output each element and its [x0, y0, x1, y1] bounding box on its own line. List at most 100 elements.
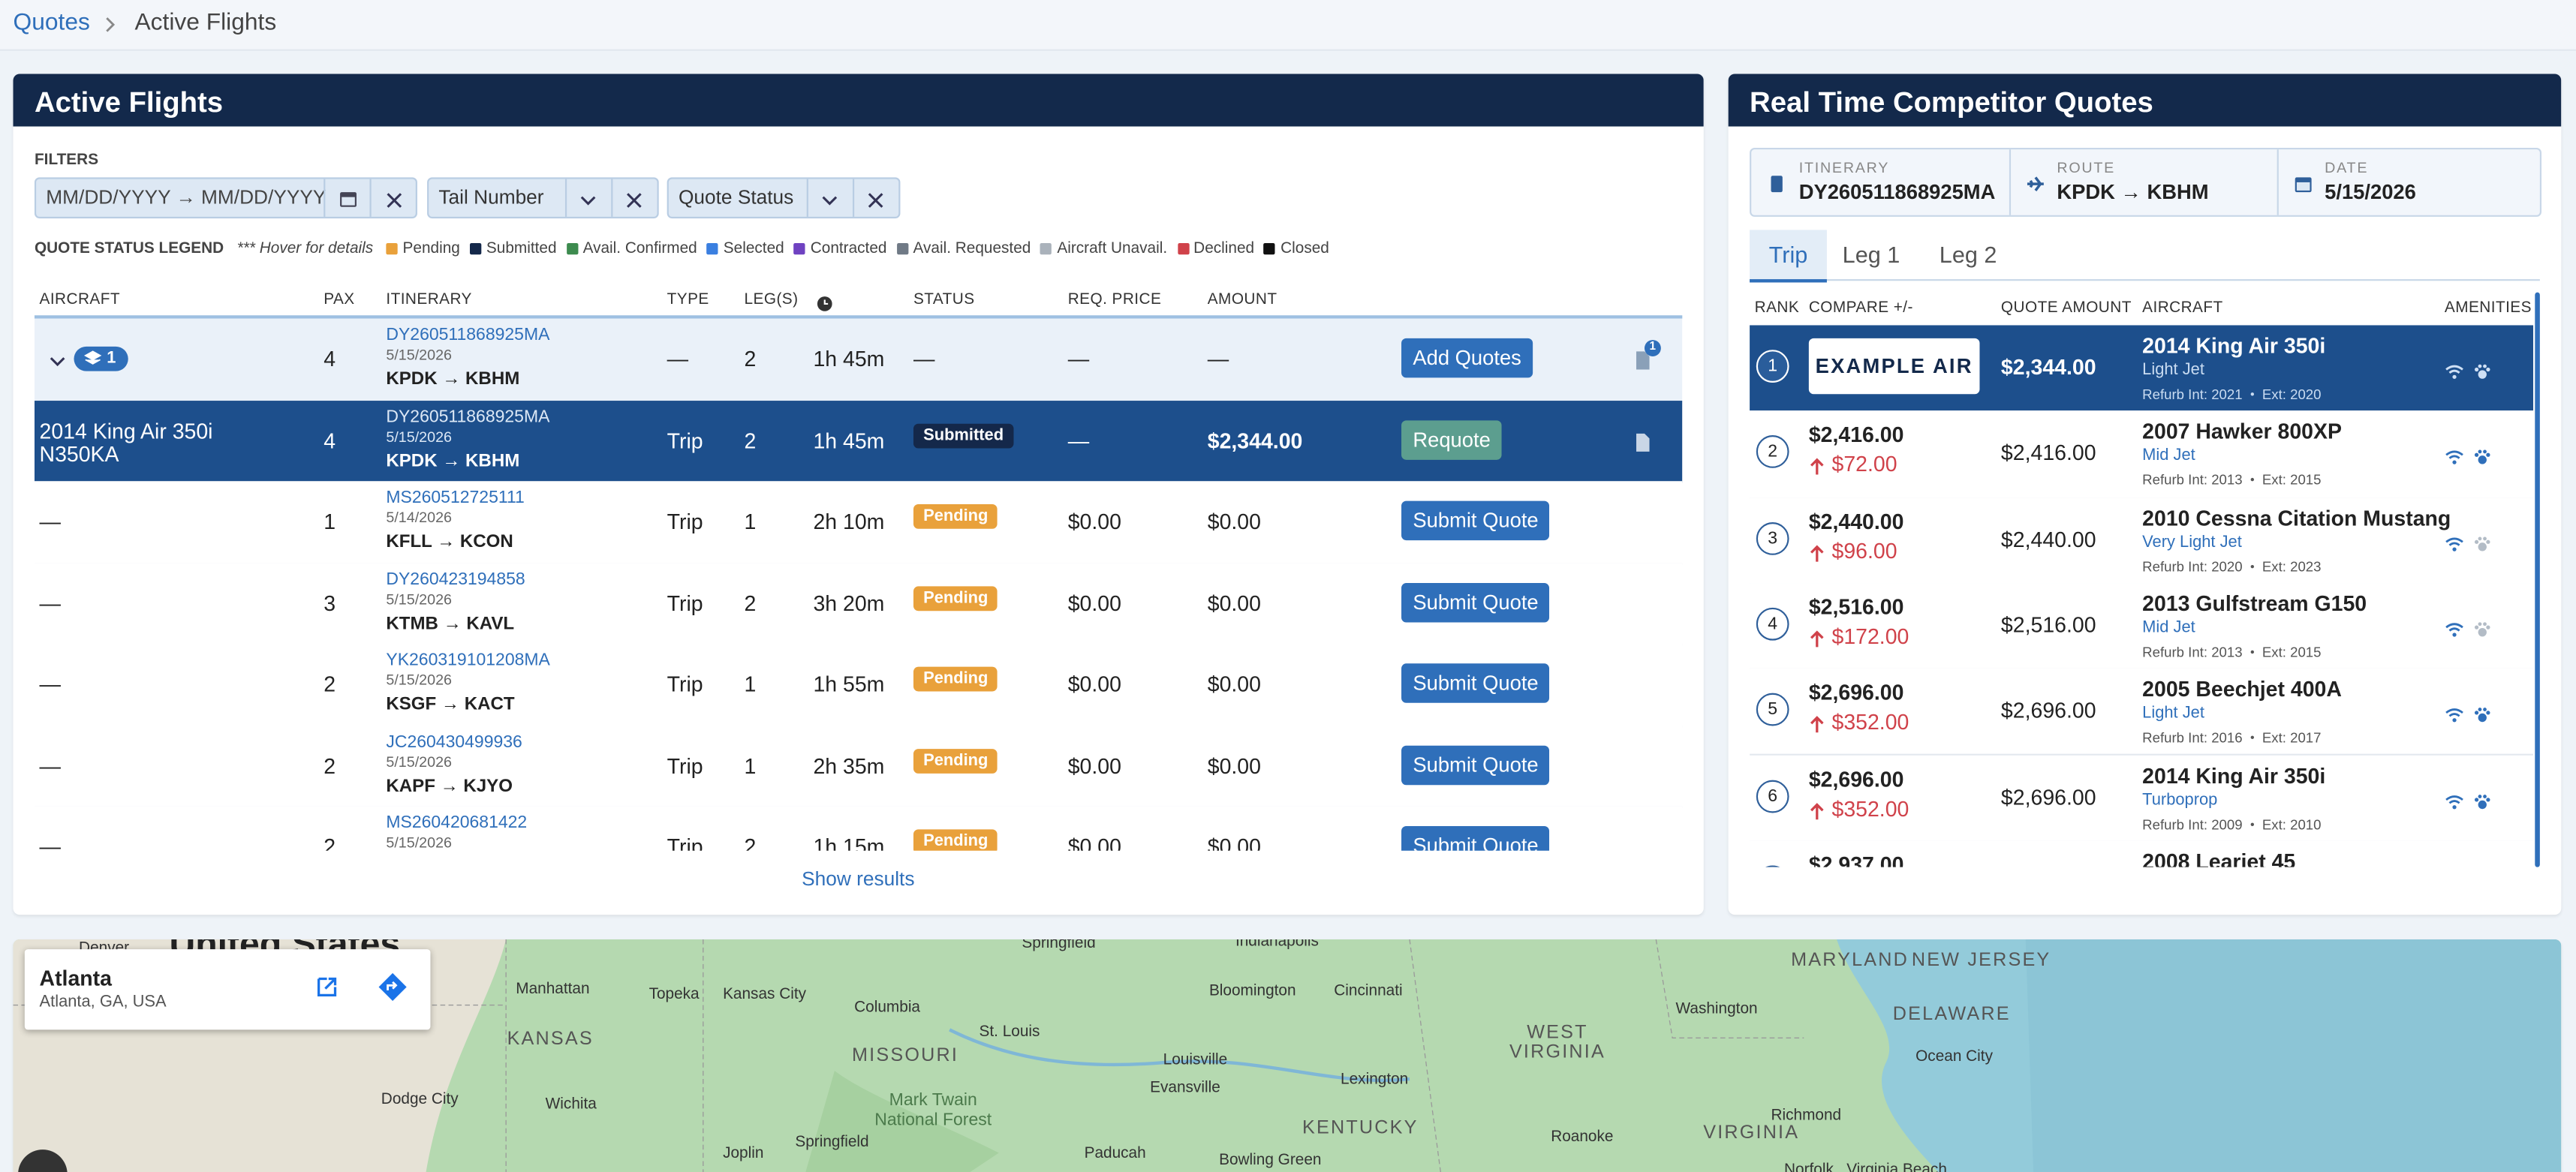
directions-icon	[378, 972, 407, 1010]
type: Trip	[667, 672, 703, 697]
flights-table: 1 4 DY260511868925MA 5/15/2026 KPDK → KBHM —2…	[34, 318, 1683, 851]
flight-row[interactable]: 1 4 DY260511868925MA 5/15/2026 KPDK → KBHM — 2…	[34, 318, 1683, 402]
action-button[interactable]: Add Quotes	[1401, 338, 1533, 378]
pets-icon-svg	[2474, 364, 2490, 379]
divider	[369, 179, 372, 217]
refurb-interior: Refurb Int: 2013	[2142, 643, 2243, 660]
itinerary-id[interactable]: JC260430499936	[386, 732, 522, 752]
chevron-icon	[820, 189, 839, 218]
type: Trip	[667, 753, 703, 778]
action-button[interactable]: Submit Quote	[1401, 825, 1550, 851]
info-icon	[2294, 173, 2313, 202]
price-diff: $72.00	[1831, 452, 1897, 477]
separator-dot	[2250, 822, 2254, 825]
price-diff: $96.00	[1831, 538, 1897, 563]
legend-item: Contracted	[793, 240, 886, 258]
show-results[interactable]: Show results	[802, 867, 915, 891]
map-city-label: Richmond	[1771, 1107, 1842, 1125]
divider	[324, 179, 326, 217]
status-badge: Pending	[913, 666, 998, 692]
tab[interactable]: Leg 1	[1831, 230, 1910, 279]
action-button[interactable]: Submit Quote	[1401, 663, 1550, 703]
open-icon-svg	[317, 977, 337, 997]
amount: $0.00	[1207, 753, 1261, 778]
info-label: DATE	[2325, 159, 2369, 176]
compare-price: $2,516.00	[1808, 594, 1904, 619]
refurb-interior: Refurb Int: 2020	[2142, 557, 2243, 575]
competitor-row: 6 $2,696.00 $352.00 $2,696.00 2014 King Air …	[1750, 754, 2534, 843]
req-price: —	[1067, 428, 1090, 453]
legend-swatch	[566, 242, 579, 255]
column-header: PAX	[324, 290, 355, 309]
tab[interactable]: Trip	[1750, 230, 1827, 283]
type: Trip	[667, 509, 703, 534]
legs: 1	[744, 753, 757, 778]
action-button[interactable]: Requote	[1401, 419, 1503, 459]
up-arrow	[1809, 627, 1825, 657]
map-city-label: Virginia Beach	[1846, 1161, 1947, 1172]
rank: 1	[1768, 356, 1778, 377]
action-button[interactable]: Submit Quote	[1401, 581, 1550, 622]
action-button[interactable]: Submit Quote	[1401, 500, 1550, 541]
info-value: 5/15/2026	[2325, 180, 2416, 204]
legend-swatch	[1040, 242, 1052, 255]
duration: 1h 15m	[813, 834, 885, 851]
itinerary-id[interactable]: DY260511868925MA	[386, 325, 550, 345]
itinerary-date: 5/15/2026	[386, 428, 453, 445]
aircraft: —	[39, 753, 61, 778]
legend-swatch	[1177, 242, 1189, 255]
flight-row[interactable]: — 3 DY260423194858 5/15/2026 KTMB → KAVL Trip…	[34, 562, 1683, 646]
wifi-icon-svg	[2445, 365, 2463, 379]
quote-amount: $2,416.00	[2000, 440, 2096, 466]
req-price: $0.00	[1067, 672, 1121, 697]
pax: 2	[324, 672, 336, 697]
map[interactable]: DenverUnited StatesKansas CityColumbiaSp…	[13, 939, 2562, 1172]
pets-icon-svg	[2474, 536, 2490, 551]
map-city-label: Washington	[1675, 999, 1758, 1019]
breadcrumb-link[interactable]: Quotes	[13, 10, 90, 37]
itinerary-date: 5/15/2026	[386, 590, 453, 607]
itinerary-route: KPDK → KBHM	[386, 369, 520, 389]
competitor-table: 1 EXAMPLE AIR $2,344.00 2014 King Air 350i L…	[1750, 325, 2534, 867]
itinerary-date: 5/14/2026	[386, 509, 453, 526]
itinerary-id[interactable]: MS260512725111	[386, 488, 525, 508]
map-state-label: KANSAS	[507, 1029, 594, 1050]
amount: —	[1207, 346, 1229, 371]
wifi-icon	[2445, 788, 2464, 817]
compare-price: $2,416.00	[1808, 422, 1904, 447]
wifi-icon	[2445, 702, 2464, 731]
itinerary-id[interactable]: DY260511868925MA	[386, 406, 550, 426]
quote-amount: $2,344.00	[2000, 354, 2096, 380]
map-city-label: St. Louis	[979, 1023, 1040, 1041]
tab[interactable]: Leg 2	[1929, 230, 2008, 279]
quote-amount: $2,696.00	[2000, 698, 2096, 723]
map-state-label: MARYLAND	[1791, 951, 1909, 971]
pets-icon	[2472, 444, 2492, 473]
date-filter[interactable]: MM/DD/YYYY → MM/DD/YYYY	[34, 177, 417, 219]
flight-row[interactable]: — 1 MS260512725111 5/14/2026 KFLL → KCON Trip…	[34, 481, 1683, 564]
pax: 2	[324, 834, 336, 851]
flight-row[interactable]: — 2 JC260430499936 5/15/2026 KAPF → KJYO Trip…	[34, 725, 1683, 808]
select-filter[interactable]: Quote Status	[667, 177, 901, 219]
action-button[interactable]: Submit Quote	[1401, 744, 1550, 785]
open-icon	[314, 974, 340, 1008]
map-state-label: DELAWARE	[1892, 1005, 2011, 1025]
quote-amount: $2,696.00	[2000, 784, 2096, 809]
separator-dot	[2250, 478, 2254, 482]
legend-item: Pending	[386, 240, 460, 258]
type: Trip	[667, 428, 703, 453]
flight-row[interactable]: 2014 King Air 350i N350KA 4 DY260511868925M…	[34, 399, 1683, 483]
itinerary-id[interactable]: YK260319101208MA	[386, 650, 550, 671]
status-badge: Pending	[913, 829, 998, 851]
flight-row[interactable]: — 2 YK260319101208MA 5/15/2026 KSGF → KACT Tr…	[34, 644, 1683, 727]
itinerary-date: 5/15/2026	[386, 672, 453, 689]
document-icon	[1633, 431, 1653, 461]
select-filter[interactable]: Tail Number	[427, 177, 659, 219]
rank: 4	[1768, 614, 1778, 634]
legend-swatch	[896, 242, 908, 255]
itinerary-id[interactable]: DY260423194858	[386, 569, 525, 589]
document-icon-svg	[1636, 351, 1650, 370]
map-city-label: Indianapolis	[1235, 939, 1319, 951]
itinerary-id[interactable]: MS260420681422	[386, 813, 528, 833]
